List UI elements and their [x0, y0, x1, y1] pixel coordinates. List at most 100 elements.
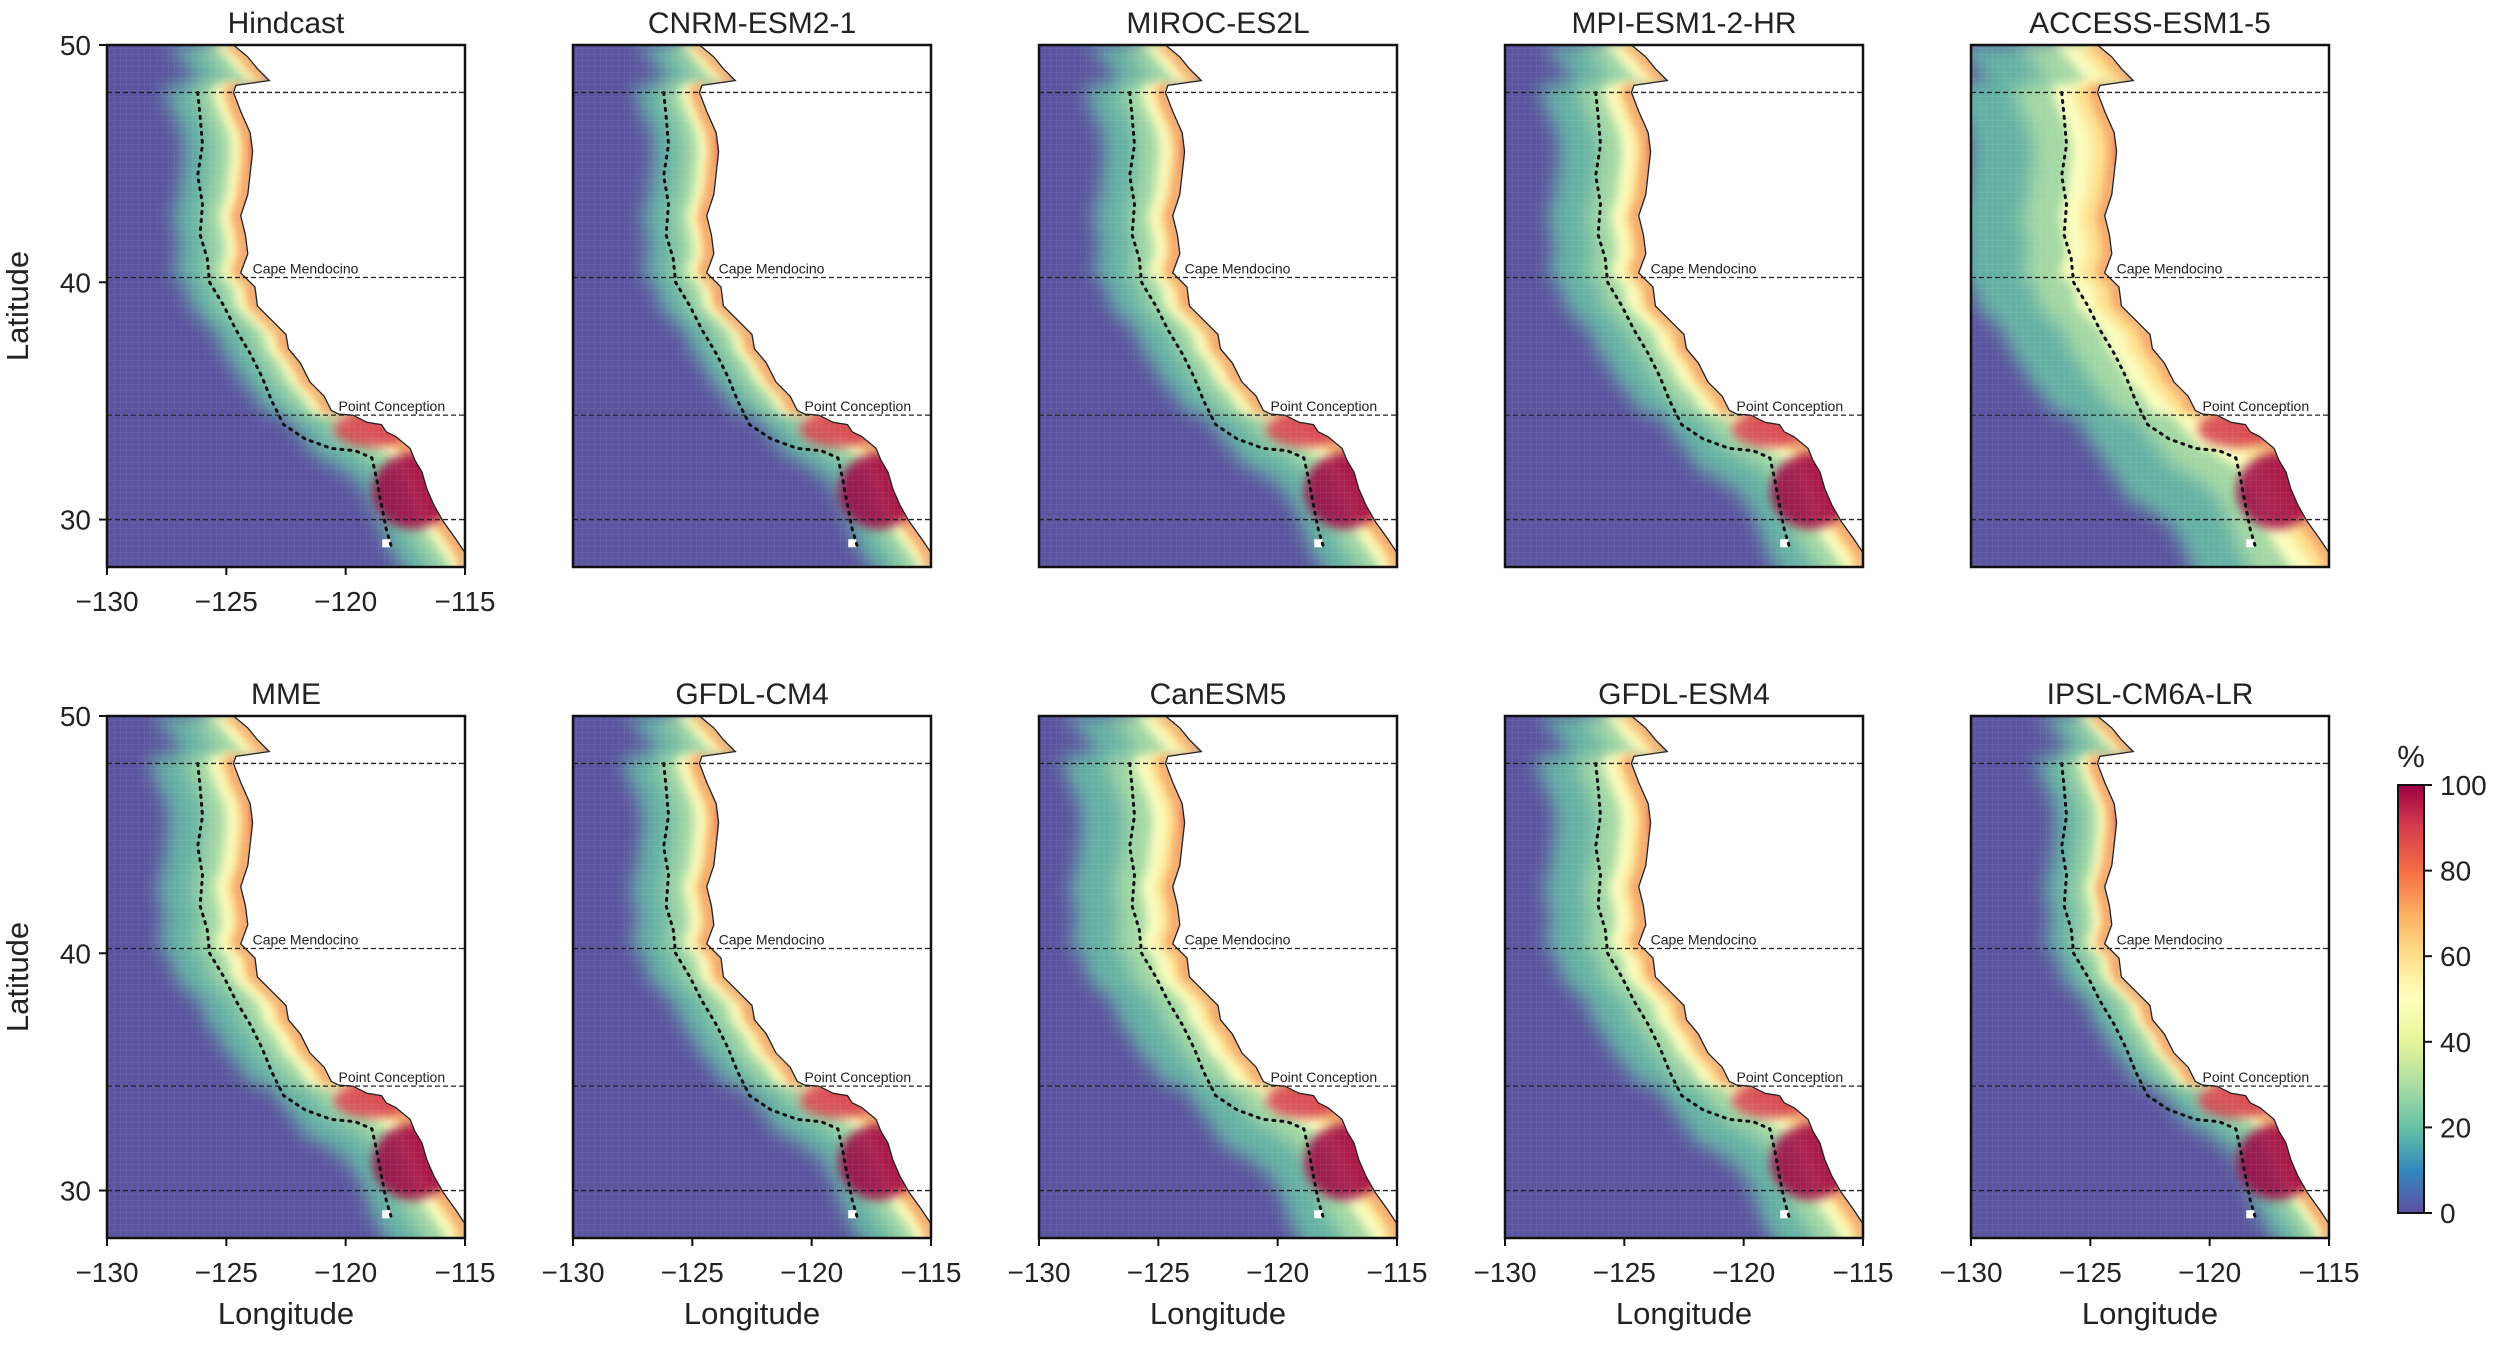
- map-panel-miroc: Cape Mendocino Point Conception MIROC-ES2L: [1037, 7, 1399, 569]
- reference-label: Point Conception: [1271, 1069, 1378, 1085]
- coastline: [698, 716, 931, 1238]
- reference-label: Point Conception: [805, 1069, 912, 1085]
- land-mask: [2097, 716, 2329, 1238]
- x-tick-label: −130: [75, 1257, 138, 1288]
- reference-label: Cape Mendocino: [1651, 261, 1757, 277]
- x-axis-label: Longitude: [1616, 1296, 1752, 1331]
- reference-label: Point Conception: [2203, 398, 2310, 414]
- island: [1780, 539, 1789, 548]
- reference-label: Cape Mendocino: [719, 932, 825, 948]
- land-mask: [1631, 45, 1863, 567]
- x-tick-label: −120: [2178, 1257, 2241, 1288]
- map-panel-esm4: Cape Mendocino Point Conception GFDL-ESM4 −…: [1473, 678, 1894, 1331]
- x-tick-label: −125: [1593, 1257, 1656, 1288]
- land-mask: [699, 716, 931, 1238]
- x-tick-label: −120: [314, 1257, 377, 1288]
- map-panel-hindcast: Cape Mendocino Point Conception Hindcast −1…: [0, 7, 496, 617]
- x-tick-label: −125: [1127, 1257, 1190, 1288]
- coastline: [1630, 45, 1863, 567]
- reference-label: Point Conception: [1737, 1069, 1844, 1085]
- island: [1314, 1210, 1323, 1219]
- reference-label: Point Conception: [2203, 1069, 2310, 1085]
- panel-title: GFDL-CM4: [675, 678, 828, 711]
- x-tick-label: −115: [1833, 1257, 1894, 1288]
- land-mask: [1165, 716, 1397, 1238]
- island: [1314, 539, 1323, 548]
- reference-label: Point Conception: [1271, 398, 1378, 414]
- panel-title: Hindcast: [228, 7, 345, 40]
- island: [2246, 1210, 2255, 1219]
- panel-title: MIROC-ES2L: [1126, 7, 1309, 40]
- island: [848, 1210, 857, 1219]
- panel-frame: [1503, 43, 1865, 569]
- panel-title: GFDL-ESM4: [1598, 678, 1770, 711]
- shelf-contour: [1128, 762, 1325, 1219]
- y-axis-label: Latitude: [0, 922, 35, 1032]
- island: [2246, 539, 2255, 548]
- shelf-contour: [1594, 91, 1791, 548]
- panel-title: IPSL-CM6A-LR: [2047, 678, 2254, 711]
- coastline: [698, 45, 931, 567]
- map-panel-mme: Cape Mendocino Point Conception MME −130 −12…: [0, 678, 496, 1331]
- x-tick-label: −125: [2059, 1257, 2122, 1288]
- shelf-contour: [1128, 91, 1325, 548]
- panel-frame: [105, 43, 467, 569]
- shelf-contour: [1594, 762, 1791, 1219]
- coastline: [2096, 716, 2329, 1238]
- y-tick-label: 30: [60, 505, 91, 536]
- reference-label: Cape Mendocino: [2117, 932, 2223, 948]
- colorbar-tick-label: 40: [2440, 1027, 2471, 1058]
- y-tick-label: 50: [60, 30, 91, 61]
- x-tick-label: −115: [435, 1257, 496, 1288]
- panel-frame: [1037, 43, 1399, 569]
- x-axis-label: Longitude: [2082, 1296, 2218, 1331]
- colorbar-tick-label: 80: [2440, 856, 2471, 887]
- y-tick-label: 40: [60, 267, 91, 298]
- coastline: [232, 716, 465, 1238]
- x-tick-label: −120: [1712, 1257, 1775, 1288]
- shelf-contour: [662, 762, 859, 1219]
- panel-frame: [571, 714, 933, 1240]
- map-panel-canesm: Cape Mendocino Point Conception CanESM5 −13…: [1007, 678, 1428, 1331]
- panel-frame: [1969, 43, 2331, 569]
- reference-label: Point Conception: [1737, 398, 1844, 414]
- colorbar-scale: [2397, 784, 2425, 1214]
- panel-title: MME: [251, 678, 321, 711]
- y-axis-label: Latitude: [0, 251, 35, 361]
- x-tick-label: −130: [541, 1257, 604, 1288]
- coastline: [1164, 716, 1397, 1238]
- shelf-contour: [196, 91, 393, 548]
- coastline: [232, 45, 465, 567]
- x-tick-label: −125: [195, 586, 258, 617]
- panel-title: CNRM-ESM2-1: [648, 7, 856, 40]
- coastline: [1164, 45, 1397, 567]
- map-panel-cm4: Cape Mendocino Point Conception GFDL-CM4 −1…: [541, 678, 961, 1331]
- map-panel-ipsl: Cape Mendocino Point Conception IPSL-CM6A-…: [1939, 678, 2359, 1331]
- reference-label: Point Conception: [339, 398, 446, 414]
- shelf-contour: [662, 91, 859, 548]
- map-panel-mpi: Cape Mendocino Point Conception MPI-ESM1-2…: [1503, 7, 1865, 569]
- x-axis-label: Longitude: [684, 1296, 820, 1331]
- land-mask: [233, 716, 465, 1238]
- land-mask: [2097, 45, 2329, 567]
- x-axis-label: Longitude: [218, 1296, 354, 1331]
- reference-label: Cape Mendocino: [1185, 261, 1291, 277]
- x-tick-label: −120: [314, 586, 377, 617]
- colorbar-tick-label: 20: [2440, 1112, 2471, 1143]
- reference-label: Cape Mendocino: [2117, 261, 2223, 277]
- reference-label: Point Conception: [339, 1069, 446, 1085]
- reference-label: Cape Mendocino: [1185, 932, 1291, 948]
- land-mask: [1631, 716, 1863, 1238]
- x-axis-label: Longitude: [1150, 1296, 1286, 1331]
- reference-label: Cape Mendocino: [719, 261, 825, 277]
- panel-frame: [1969, 714, 2331, 1240]
- y-tick-label: 50: [60, 701, 91, 732]
- colorbar: % 0 20 40 60 80 100: [2397, 739, 2487, 1229]
- land-mask: [1165, 45, 1397, 567]
- shelf-contour: [2060, 91, 2257, 548]
- colorbar-title: %: [2397, 739, 2425, 774]
- x-tick-label: −115: [1367, 1257, 1428, 1288]
- shelf-contour: [196, 762, 393, 1219]
- coastline: [2096, 45, 2329, 567]
- x-tick-label: −130: [1007, 1257, 1070, 1288]
